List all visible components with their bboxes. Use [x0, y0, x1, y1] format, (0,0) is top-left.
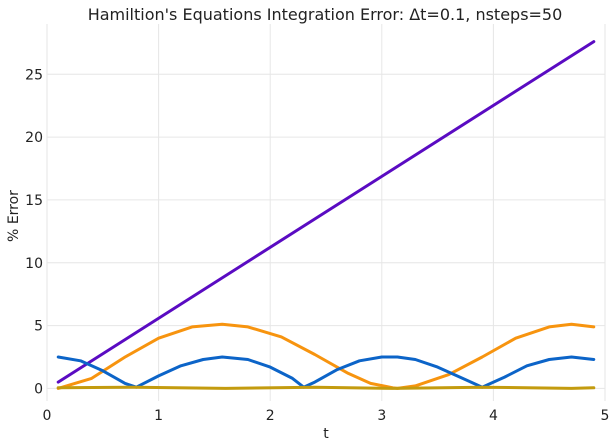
series-line-3 [56, 355, 596, 389]
x-tick-label: 4 [489, 408, 498, 424]
x-tick-label: 3 [377, 408, 386, 424]
x-tick-label: 0 [43, 408, 52, 424]
x-tick-label: 1 [154, 408, 163, 424]
y-tick-label: 0 [34, 381, 43, 397]
y-tick-label: 10 [25, 256, 43, 272]
y-tick-label: 15 [25, 193, 43, 209]
series-line-1 [56, 40, 596, 384]
x-tick-label: 5 [601, 408, 610, 424]
y-axis-ticks: 0 5 10 15 20 25 [25, 67, 43, 397]
series-line-4 [56, 385, 596, 390]
x-axis-label: t [323, 426, 329, 442]
y-tick-label: 20 [25, 130, 43, 146]
y-axis-label: % Error [6, 190, 22, 242]
series-lines [56, 40, 596, 390]
x-axis-ticks: 0 1 2 3 4 5 [43, 408, 610, 424]
y-tick-label: 25 [25, 67, 43, 83]
y-tick-label: 5 [34, 319, 43, 335]
x-tick-label: 2 [266, 408, 275, 424]
series-line-2 [56, 322, 596, 390]
chart-title: Hamiltion's Equations Integration Error:… [88, 5, 563, 24]
